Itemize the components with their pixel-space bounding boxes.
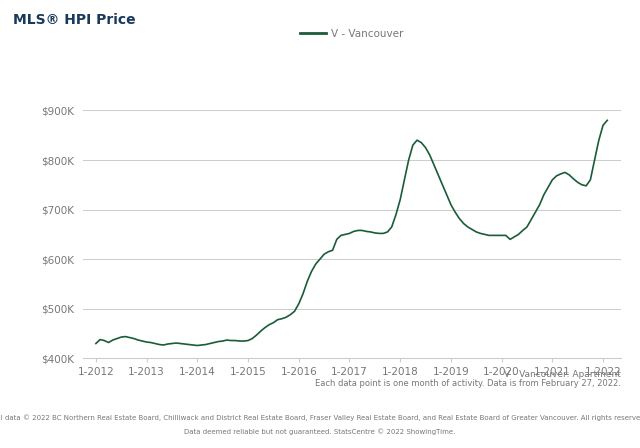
Legend: V - Vancouver: V - Vancouver [296, 25, 408, 43]
Text: MLS® HPI Price: MLS® HPI Price [13, 13, 136, 27]
Text: V - Vancouver: Apartment: V - Vancouver: Apartment [504, 370, 621, 379]
Text: All data © 2022 BC Northern Real Estate Board, Chilliwack and District Real Esta: All data © 2022 BC Northern Real Estate … [0, 414, 640, 421]
Text: Each data point is one month of activity. Data is from February 27, 2022.: Each data point is one month of activity… [315, 379, 621, 388]
Text: Data deemed reliable but not guaranteed. StatsCentre © 2022 ShowingTime.: Data deemed reliable but not guaranteed.… [184, 428, 456, 435]
